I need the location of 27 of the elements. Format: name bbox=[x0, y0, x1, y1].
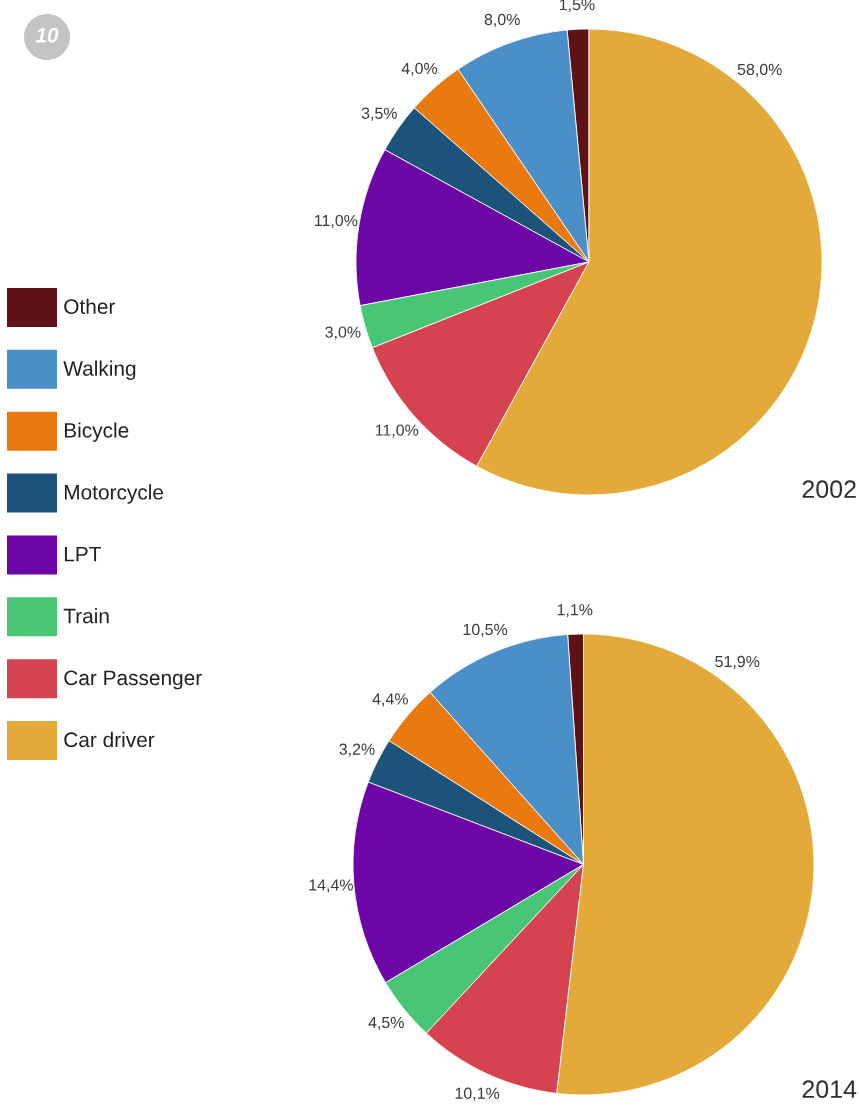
data-label: 8,0% bbox=[484, 13, 520, 28]
legend-label: Car driver bbox=[64, 731, 155, 748]
data-label: 51,9% bbox=[715, 655, 760, 670]
data-label: 3,2% bbox=[339, 743, 375, 757]
data-label: 14,4% bbox=[309, 879, 353, 893]
legend-label: Motorcycle bbox=[64, 484, 164, 504]
legend-label: Train bbox=[63, 608, 109, 624]
data-label: 4,5% bbox=[368, 1016, 404, 1030]
data-label: 10,5% bbox=[463, 623, 508, 637]
legend-label: LPT bbox=[64, 546, 101, 562]
data-label: 10,1% bbox=[455, 1087, 500, 1101]
data-label: 4,4% bbox=[372, 693, 408, 707]
legend-label: Other bbox=[64, 298, 116, 314]
legend-label: Car Passenger bbox=[64, 670, 202, 690]
data-label: 3,0% bbox=[325, 326, 361, 340]
data-label: 1,1% bbox=[557, 604, 593, 618]
slice-label: 2002 bbox=[802, 480, 856, 499]
legend-label: Walking bbox=[63, 360, 136, 380]
data-label: 4,0% bbox=[401, 62, 438, 76]
legend-label: Bicycle bbox=[64, 422, 129, 442]
data-label: 11,0% bbox=[315, 214, 358, 229]
slice-label: 2014 bbox=[802, 1080, 857, 1099]
text: 10 bbox=[35, 27, 59, 43]
data-label: 3,5% bbox=[361, 107, 397, 121]
data-label: 58,0% bbox=[737, 63, 782, 77]
data-label: 1,5% bbox=[559, 0, 595, 13]
data-label: 11,0% bbox=[375, 424, 419, 438]
